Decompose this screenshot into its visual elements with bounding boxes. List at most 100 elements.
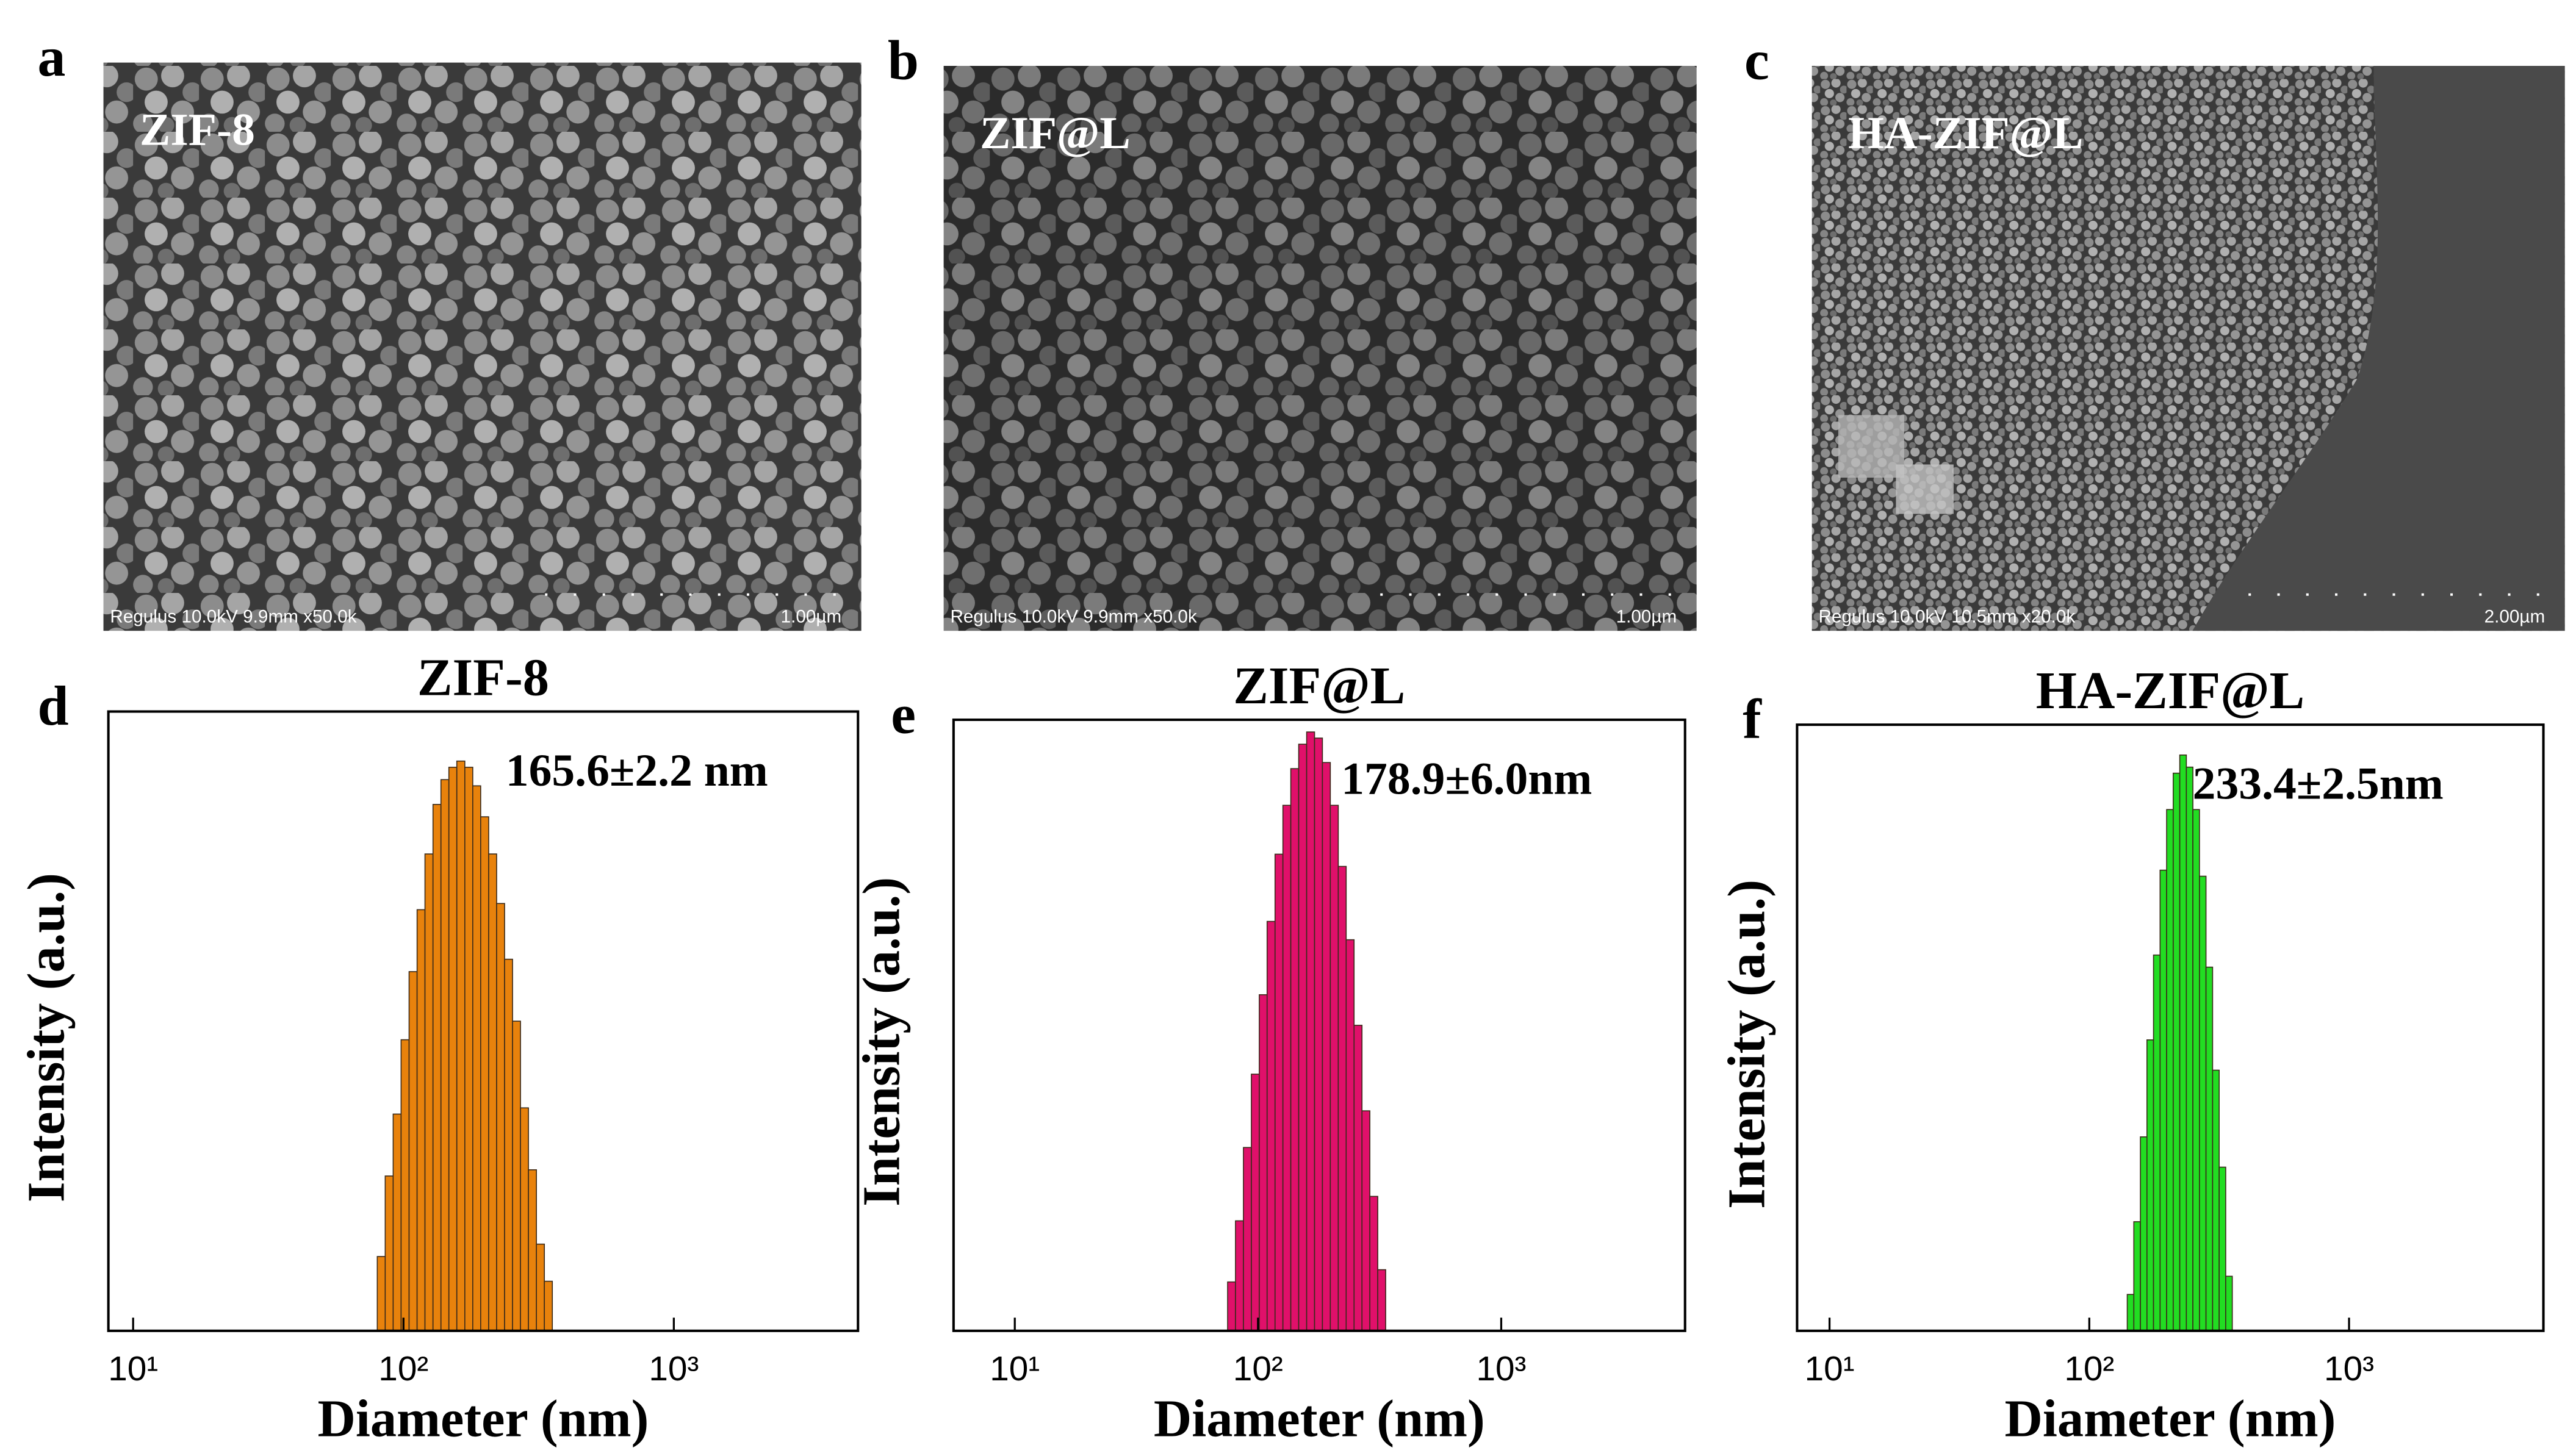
panel-letter: b (888, 29, 919, 91)
panel-letter: e (891, 683, 916, 745)
bar (400, 1039, 410, 1332)
bar (424, 853, 434, 1332)
bar (2159, 869, 2167, 1332)
sem-image (103, 62, 862, 631)
annotation: 165.6±2.2 nm (506, 745, 768, 796)
bar (2218, 1166, 2226, 1332)
dls-chart: 10¹ 10² 10³ e ZIF@L 178.9±6.0nm Diameter (nm) I… (852, 656, 1686, 1448)
bar (1306, 731, 1315, 1332)
x-tick-label: 10² (378, 1350, 428, 1388)
chart-title: ZIF@L (1233, 656, 1405, 715)
bar (544, 1280, 553, 1332)
bar (1329, 805, 1339, 1332)
bar (1337, 866, 1347, 1332)
x-axis-label: Diameter (nm) (2005, 1390, 2336, 1448)
bar (1345, 939, 1355, 1332)
sem-image (943, 66, 1697, 631)
sem-images: a ZIF-8 Regulus 10.0kV 9.9mm x50.0k 1.00µm b… (38, 26, 2565, 631)
bar (2126, 1294, 2135, 1332)
bar (512, 1020, 521, 1332)
image-label: ZIF-8 (140, 105, 255, 156)
y-axis-label: Intensity (a.u.) (1717, 880, 1775, 1209)
bar (2186, 766, 2193, 1332)
panel-letter: c (1744, 29, 1769, 91)
x-tick-label: 10³ (1476, 1350, 1526, 1388)
panel-letter: d (38, 675, 69, 737)
bar (456, 760, 466, 1332)
y-axis-label: Intensity (a.u.) (17, 873, 76, 1202)
bar (1290, 768, 1300, 1332)
bar (1259, 994, 1268, 1332)
bar (2173, 772, 2181, 1332)
bar (496, 903, 505, 1332)
sem-substrate (2192, 66, 2565, 631)
bar (2212, 1069, 2220, 1332)
chart-title: ZIF-8 (417, 648, 549, 706)
annotation: 233.4±2.5nm (2193, 759, 2444, 809)
bar (1235, 1220, 1244, 1332)
x-axis-label: Diameter (nm) (317, 1390, 649, 1448)
bar (504, 958, 513, 1332)
bar (488, 853, 497, 1332)
image-label: HA-ZIF@L (1848, 108, 2083, 159)
bar (1298, 744, 1308, 1332)
chart-title: HA-ZIF@L (2036, 661, 2304, 720)
bar (1353, 1025, 1363, 1332)
bar (1251, 1074, 1260, 1332)
bar (1266, 920, 1276, 1332)
x-tick-label: 10³ (649, 1350, 699, 1388)
bar (536, 1243, 545, 1332)
scale-label: 2.00µm (2484, 607, 2545, 627)
bar (2199, 875, 2207, 1332)
bar (480, 816, 489, 1332)
image-info: Regulus 10.0kV 9.9mm x50.0k (110, 607, 356, 627)
bar (376, 1256, 386, 1332)
image-info: Regulus 10.0kV 9.9mm x50.0k (950, 607, 1196, 627)
sem-shade (943, 66, 1697, 631)
annotation: 178.9±6.0nm (1341, 754, 1592, 805)
bar (432, 803, 442, 1332)
plot-frame (1796, 723, 2545, 1332)
bar (1227, 1281, 1236, 1332)
x-axis-label: Diameter (nm) (1154, 1390, 1485, 1448)
sem-crystal (1896, 464, 1954, 514)
sem-crystal (1838, 415, 1904, 478)
bar (1282, 805, 1292, 1332)
bar (1377, 1269, 1386, 1332)
dls-chart: 10¹ 10² 10³ f HA-ZIF@L 233.4±2.5nm Diameter (n… (1717, 661, 2545, 1448)
bar (520, 1107, 529, 1332)
scale-label: 1.00µm (1616, 607, 1677, 627)
bar (448, 767, 458, 1332)
bar (1369, 1196, 1378, 1332)
plot-frame (952, 718, 1686, 1332)
scale-label: 1.00µm (781, 607, 842, 627)
x-tick-label: 10¹ (990, 1350, 1040, 1388)
image-info: Regulus 10.0kV 10.5mm x20.0k (1818, 607, 2075, 627)
bar (1243, 1147, 1252, 1332)
bar (384, 1175, 394, 1332)
bar (1361, 1110, 1370, 1332)
bar (2153, 954, 2161, 1332)
bar (2205, 966, 2214, 1332)
bar (416, 909, 426, 1332)
bar (1314, 737, 1323, 1332)
bar (392, 1113, 402, 1332)
bar (2146, 1039, 2154, 1332)
bar (2179, 754, 2187, 1332)
bar (464, 767, 473, 1332)
bar (2133, 1221, 2141, 1332)
bar (2192, 809, 2200, 1332)
bar (2225, 1275, 2233, 1332)
bar (1322, 762, 1331, 1332)
panel-letter: f (1743, 688, 1762, 750)
bar (408, 971, 418, 1332)
x-tick-label: 10² (2064, 1350, 2114, 1388)
x-tick-label: 10¹ (1805, 1350, 1855, 1388)
x-tick-label: 10¹ (108, 1350, 158, 1388)
bar (528, 1169, 538, 1332)
bar (2140, 1136, 2148, 1332)
x-tick-label: 10³ (2324, 1350, 2374, 1388)
dls-charts: 10¹ 10² 10³ d ZIF-8 165.6±2.2 nm Diameter (nm)… (17, 648, 2545, 1448)
dls-chart: 10¹ 10² 10³ d ZIF-8 165.6±2.2 nm Diameter (nm)… (17, 648, 860, 1448)
